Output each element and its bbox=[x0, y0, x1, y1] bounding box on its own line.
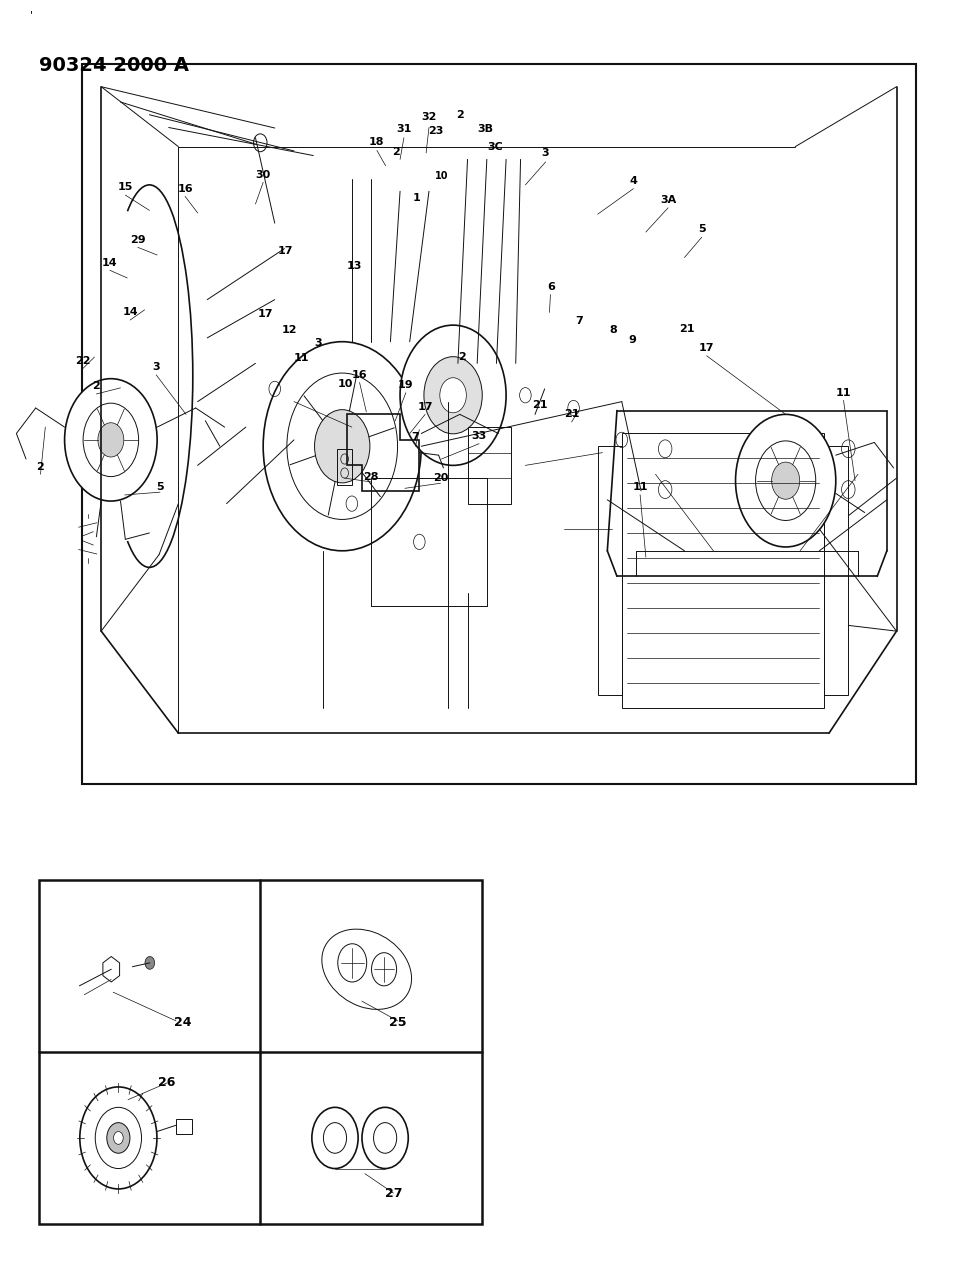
Text: 10: 10 bbox=[435, 171, 448, 181]
Text: 14: 14 bbox=[122, 307, 138, 317]
Text: 3B: 3B bbox=[477, 124, 493, 134]
Text: 21: 21 bbox=[680, 324, 695, 334]
Text: 3: 3 bbox=[542, 148, 549, 158]
Text: 3: 3 bbox=[152, 362, 160, 372]
Text: 2: 2 bbox=[37, 462, 44, 472]
Text: 16: 16 bbox=[352, 370, 367, 380]
Text: 11: 11 bbox=[836, 388, 851, 398]
Text: 11: 11 bbox=[632, 482, 648, 492]
Circle shape bbox=[424, 357, 482, 434]
Text: 3A: 3A bbox=[660, 195, 676, 205]
Text: 27: 27 bbox=[385, 1187, 402, 1200]
Bar bbox=[176, 1119, 192, 1135]
Bar bbox=[622, 434, 824, 708]
Bar bbox=[39, 880, 482, 1224]
Text: 25: 25 bbox=[389, 1016, 407, 1029]
Text: 13: 13 bbox=[347, 261, 362, 272]
Text: 7: 7 bbox=[412, 432, 419, 442]
Text: 28: 28 bbox=[363, 472, 379, 482]
Bar bbox=[598, 446, 622, 695]
Circle shape bbox=[263, 342, 421, 551]
Text: 15: 15 bbox=[118, 182, 133, 193]
Text: 17: 17 bbox=[278, 246, 293, 256]
Text: 21: 21 bbox=[564, 409, 579, 419]
Text: 2: 2 bbox=[458, 352, 466, 362]
Text: 9: 9 bbox=[629, 335, 636, 346]
Text: 6: 6 bbox=[548, 282, 555, 292]
Text: 3C: 3C bbox=[488, 142, 503, 152]
Text: 1: 1 bbox=[413, 193, 420, 203]
Text: 5: 5 bbox=[698, 224, 706, 235]
Circle shape bbox=[736, 414, 836, 547]
Text: 14: 14 bbox=[102, 258, 118, 268]
Text: 90324 2000 A: 90324 2000 A bbox=[39, 56, 189, 75]
Text: 23: 23 bbox=[428, 126, 443, 136]
Circle shape bbox=[83, 403, 139, 477]
Circle shape bbox=[107, 1122, 130, 1153]
Circle shape bbox=[314, 409, 370, 483]
Text: 30: 30 bbox=[255, 170, 271, 180]
Text: 31: 31 bbox=[396, 124, 412, 134]
Text: 32: 32 bbox=[421, 112, 437, 122]
Text: 19: 19 bbox=[398, 380, 414, 390]
Circle shape bbox=[771, 462, 800, 500]
Text: 17: 17 bbox=[257, 309, 273, 319]
Text: 17: 17 bbox=[417, 402, 433, 412]
Circle shape bbox=[114, 1132, 123, 1145]
Text: 11: 11 bbox=[294, 353, 309, 363]
Text: 4: 4 bbox=[629, 176, 637, 186]
Circle shape bbox=[145, 956, 154, 969]
Text: 2: 2 bbox=[392, 147, 400, 157]
Text: 10: 10 bbox=[337, 379, 353, 389]
Circle shape bbox=[287, 374, 397, 519]
Text: 2: 2 bbox=[93, 381, 100, 391]
Text: ': ' bbox=[30, 10, 34, 20]
Text: 21: 21 bbox=[532, 400, 548, 411]
Bar bbox=[337, 449, 352, 484]
Text: 22: 22 bbox=[75, 356, 91, 366]
Text: 2: 2 bbox=[456, 110, 464, 120]
Text: 7: 7 bbox=[576, 316, 583, 326]
Text: 12: 12 bbox=[281, 325, 297, 335]
Circle shape bbox=[400, 325, 506, 465]
Circle shape bbox=[440, 377, 467, 413]
Text: 26: 26 bbox=[158, 1076, 175, 1089]
Bar bbox=[82, 64, 916, 784]
Bar bbox=[468, 427, 511, 504]
Text: 24: 24 bbox=[174, 1016, 192, 1029]
Text: 33: 33 bbox=[471, 431, 487, 441]
Text: 20: 20 bbox=[433, 473, 448, 483]
Text: 5: 5 bbox=[156, 482, 164, 492]
Text: 16: 16 bbox=[177, 184, 193, 194]
Circle shape bbox=[65, 379, 157, 501]
Circle shape bbox=[756, 441, 816, 520]
Text: 8: 8 bbox=[609, 325, 617, 335]
Text: 17: 17 bbox=[699, 343, 714, 353]
Bar bbox=[824, 446, 848, 695]
Text: 3: 3 bbox=[314, 338, 322, 348]
Circle shape bbox=[98, 423, 123, 456]
Text: 29: 29 bbox=[130, 235, 146, 245]
Text: 18: 18 bbox=[369, 136, 385, 147]
